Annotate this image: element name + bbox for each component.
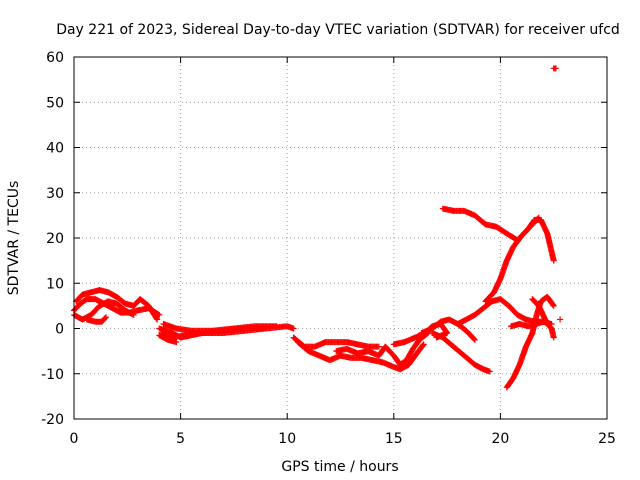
x-tick-label: 10 bbox=[278, 431, 296, 447]
series-track-u bbox=[550, 65, 564, 323]
y-tick-label: -10 bbox=[41, 367, 64, 383]
data-point bbox=[557, 316, 564, 323]
data-point bbox=[540, 318, 547, 325]
data-point bbox=[173, 339, 180, 346]
y-tick-label: 20 bbox=[46, 231, 64, 247]
data-point bbox=[550, 334, 557, 341]
y-tick-label: 0 bbox=[55, 322, 64, 338]
data-point bbox=[290, 325, 297, 332]
plot-area bbox=[71, 65, 564, 391]
data-point bbox=[102, 314, 109, 321]
series-track-s bbox=[529, 296, 557, 341]
x-tick-label: 20 bbox=[491, 431, 509, 447]
data-point bbox=[550, 301, 557, 308]
data-point bbox=[273, 323, 280, 330]
data-point bbox=[130, 311, 137, 318]
series-track-b bbox=[73, 287, 161, 323]
data-point bbox=[419, 342, 426, 349]
y-axis-label: SDTVAR / TECUs bbox=[6, 181, 22, 296]
data-point bbox=[486, 368, 493, 375]
x-tick-label: 5 bbox=[176, 431, 185, 447]
y-tick-label: 10 bbox=[46, 276, 64, 292]
axis-ticks bbox=[73, 56, 608, 420]
y-tick-label: 30 bbox=[46, 186, 64, 202]
series-track-p bbox=[482, 214, 542, 305]
x-axis-label: GPS time / hours bbox=[281, 459, 398, 475]
x-tick-label: 0 bbox=[70, 431, 79, 447]
series-track-m bbox=[418, 316, 478, 343]
series-track-g bbox=[160, 320, 280, 334]
data-point bbox=[102, 314, 109, 321]
y-tick-label: 40 bbox=[46, 141, 64, 157]
data-point bbox=[550, 257, 557, 264]
data-point bbox=[375, 343, 382, 350]
data-point bbox=[471, 336, 478, 343]
tick-labels: 0 5 10 15 20 25 -20 -10 0 10 20 30 40 50 60 bbox=[41, 50, 616, 447]
series-track-h bbox=[156, 332, 180, 346]
data-point bbox=[154, 316, 161, 323]
series-track-n bbox=[429, 330, 493, 375]
series-track-d bbox=[83, 314, 109, 325]
data-point bbox=[535, 214, 542, 221]
data-point bbox=[420, 341, 427, 348]
data-point bbox=[471, 335, 478, 342]
x-tick-label: 15 bbox=[385, 431, 403, 447]
series-track-t bbox=[508, 318, 547, 330]
x-tick-label: 25 bbox=[598, 431, 616, 447]
data-point bbox=[552, 65, 559, 72]
data-point bbox=[550, 302, 557, 309]
data-point bbox=[153, 315, 160, 322]
data-point bbox=[156, 311, 163, 318]
data-point bbox=[535, 215, 542, 222]
y-tick-label: 60 bbox=[46, 50, 64, 66]
y-tick-label: 50 bbox=[46, 95, 64, 111]
y-tick-label: -20 bbox=[41, 412, 64, 428]
chart-title: Day 221 of 2023, Sidereal Day-to-day VTE… bbox=[56, 22, 620, 38]
